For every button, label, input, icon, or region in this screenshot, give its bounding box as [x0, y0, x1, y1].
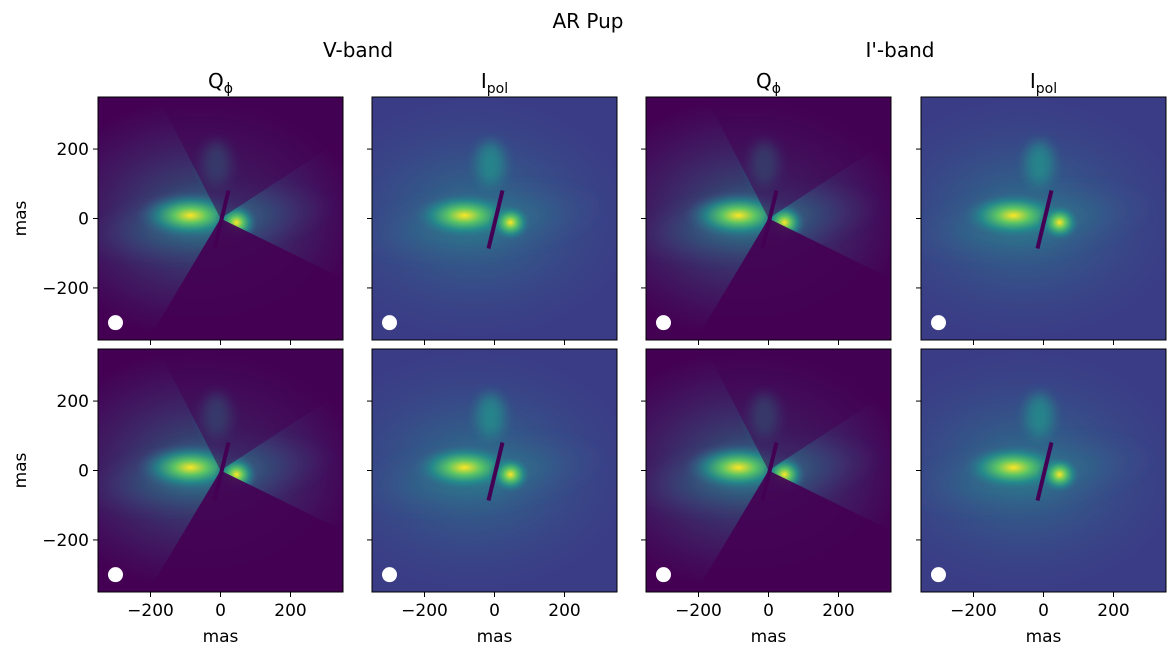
x-tick-label: 0 — [763, 601, 774, 621]
panel-iband-ipol-row0 — [920, 96, 1167, 341]
x-axis-label: mas — [477, 627, 513, 647]
dark-sector-north — [706, 349, 891, 471]
axes-annotations: −200 0 200 mas −200 0 200 −200 0 200 mas mas −200 0 20… — [11, 140, 1130, 647]
x-tick-label: 200 — [274, 601, 306, 621]
x-tick-label: 0 — [215, 601, 226, 621]
x-tick-label: −200 — [675, 601, 722, 621]
column-title-2: Qϕ — [756, 69, 781, 97]
band-label-i: I'-band — [866, 38, 935, 62]
panel-iband-ipol-row1 — [920, 348, 1167, 593]
dark-sector-south — [696, 470, 891, 592]
dark-sector-north — [158, 97, 343, 219]
dark-sector-south — [148, 470, 343, 592]
east-lobe — [488, 454, 533, 495]
y-tick-label: 200 — [57, 392, 89, 412]
x-tick-label: −200 — [950, 601, 997, 621]
x-tick-label: −200 — [127, 601, 174, 621]
dark-lane — [1035, 190, 1054, 249]
dark-sector-south — [696, 218, 891, 340]
x-tick-label: 200 — [1097, 601, 1129, 621]
panel-vband-ipol-row1 — [371, 348, 618, 593]
north-lobe — [1025, 393, 1054, 438]
y-tick-label: 0 — [78, 462, 89, 482]
beam-marker — [108, 315, 123, 331]
panel-vband-qphi-row1 — [97, 348, 344, 593]
x-tick-label: 0 — [489, 601, 500, 621]
beam-marker — [382, 315, 397, 331]
beam-marker — [656, 567, 671, 583]
beam-marker — [382, 567, 397, 583]
x-tick-label: 200 — [548, 601, 580, 621]
y-axis-label: mas — [11, 452, 31, 488]
beam-marker — [931, 567, 946, 583]
panel-vband-qphi-row0 — [97, 96, 344, 341]
y-tick-label: −200 — [42, 531, 89, 551]
y-tick-label: 0 — [78, 210, 89, 230]
dark-lane — [486, 442, 505, 501]
column-title-1: Ipol — [481, 69, 508, 97]
north-lobe — [1025, 141, 1054, 186]
panel-vband-ipol-row0 — [371, 96, 618, 341]
x-tick-label: −200 — [401, 601, 448, 621]
east-lobe — [1037, 454, 1082, 495]
column-title-0: Qϕ — [208, 69, 233, 97]
dark-sector-south — [148, 218, 343, 340]
x-tick-label: 0 — [1038, 601, 1049, 621]
band-label-v: V-band — [323, 38, 393, 62]
beam-marker — [931, 315, 946, 331]
x-axis-label: mas — [1026, 627, 1062, 647]
north-lobe — [476, 141, 505, 186]
panel-iband-qphi-row1 — [645, 348, 892, 593]
y-tick-label: −200 — [42, 279, 89, 299]
dark-sector-north — [158, 349, 343, 471]
y-tick-label: 200 — [57, 140, 89, 160]
y-axis-label: mas — [11, 200, 31, 236]
north-lobe — [476, 393, 505, 438]
x-tick-label: 200 — [822, 601, 854, 621]
x-axis-label: mas — [203, 627, 239, 647]
panel-grid — [97, 96, 1167, 593]
column-titles: Qϕ Ipol Qϕ Ipol — [208, 69, 1057, 97]
dark-sector-north — [706, 97, 891, 219]
dark-lane — [486, 190, 505, 249]
beam-marker — [108, 567, 123, 583]
beam-marker — [656, 315, 671, 331]
panel-iband-qphi-row0 — [645, 96, 892, 341]
column-title-3: Ipol — [1030, 69, 1057, 97]
x-axis-label: mas — [751, 627, 787, 647]
east-lobe — [1037, 202, 1082, 243]
dark-lane — [1035, 442, 1054, 501]
east-lobe — [488, 202, 533, 243]
figure-title: AR Pup — [552, 9, 623, 33]
